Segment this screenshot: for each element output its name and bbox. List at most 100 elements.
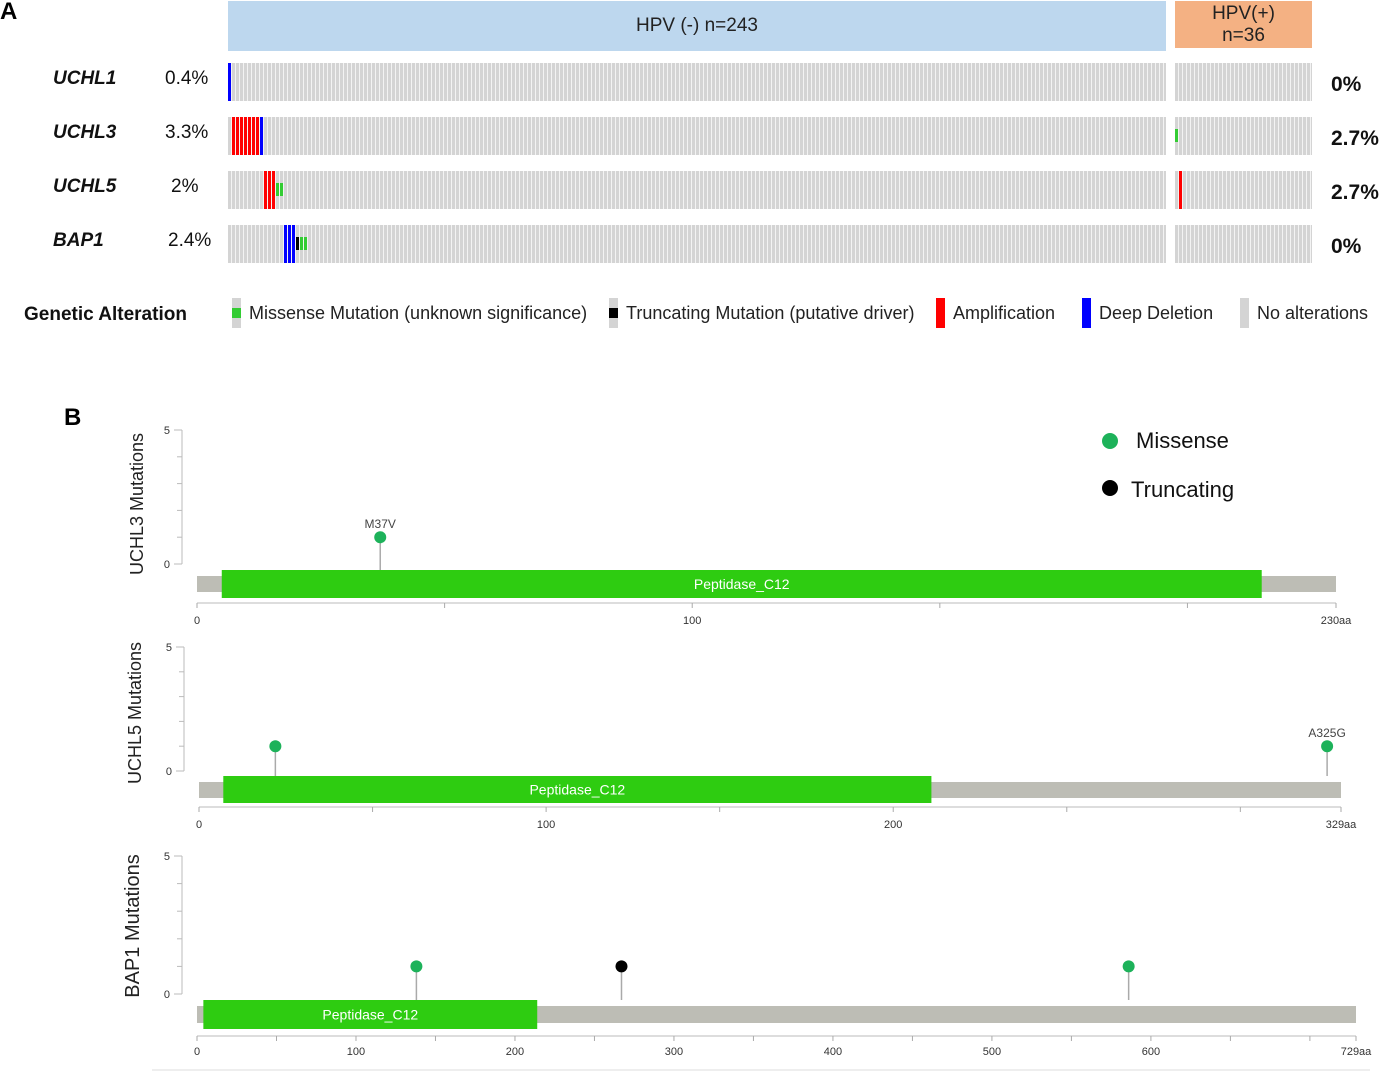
plot-3-mutation-truncating: [615, 960, 628, 973]
mutation-legend-label-missense: Missense: [1136, 428, 1229, 453]
track-negative-uchl1: [228, 63, 1166, 101]
legend-item-missense: Missense Mutation (unknown significance): [232, 296, 587, 330]
plot-3-x-tick-label: 400: [824, 1046, 842, 1058]
plot-1-x-tick-label: 100: [683, 615, 701, 627]
gene-label-uchl1: UCHL1: [53, 68, 117, 89]
plot-3-domain-peptidase-c12: [203, 1000, 538, 1029]
alteration-amplification-uchl3-neg: [248, 117, 251, 155]
plot-1-ylabel: UCHL3 Mutations: [127, 433, 147, 575]
pct-negative-uchl1: 0.4%: [165, 68, 209, 89]
lollipop-plots: UCHL3 Mutations 0 5 Peptidase_C12 0 100 230aa M…: [122, 425, 1372, 1071]
plot-3-length-label: 729aa: [1341, 1046, 1372, 1058]
plot-3-mutation-missense: [1122, 960, 1135, 973]
pct-negative-uchl5: 2%: [171, 176, 199, 197]
gene-label-uchl5: UCHL5: [53, 176, 117, 197]
plot-3-ylabel: BAP1 Mutations: [122, 854, 144, 997]
alteration-amplification-uchl3-neg: [236, 117, 239, 155]
plot-1-mutation-label: M37V: [365, 517, 396, 531]
track-negative-uchl5: [228, 171, 1166, 209]
track-positive-uchl1: [1175, 63, 1312, 101]
legend-item-none: No alterations: [1240, 296, 1368, 330]
plot-3-x-tick-label: 0: [194, 1046, 200, 1058]
legend-label: Amplification: [953, 302, 1056, 323]
alteration-amplification-uchl3-neg: [256, 117, 259, 155]
plot-1-x-tick-label: 0: [194, 615, 200, 627]
plot-2-domain-peptidase-c12: [223, 776, 932, 803]
plot-1-domain-label: Peptidase_C12: [694, 576, 790, 592]
alteration-legend: Genetic Alteration Missense Mutation (un…: [24, 296, 1374, 332]
plot-1-y-tick-label: 0: [164, 559, 170, 571]
alteration-amplification-uchl3-neg: [252, 117, 255, 155]
legend-title: Genetic Alteration: [24, 304, 187, 325]
pct-positive-uchl3: 2.7%: [1331, 127, 1379, 150]
alteration-missense-uchl5-neg: [280, 183, 283, 196]
plot-3-x-tick-label: 200: [506, 1046, 524, 1058]
alteration-deep_deletion-bap1-neg: [288, 225, 291, 263]
alteration-amplification-uchl3-neg: [244, 117, 247, 155]
alteration-missense-uchl5-neg: [276, 183, 279, 196]
legend-label: Missense Mutation (unknown significance): [249, 302, 588, 323]
panel-b-label: B: [64, 404, 82, 431]
plot-2-x-tick-label: 200: [884, 819, 902, 831]
alteration-deep_deletion-bap1-neg: [292, 225, 295, 263]
plot-2-x-tick-label: 0: [196, 819, 202, 831]
mutation-legend-dot-missense: [1102, 433, 1118, 449]
legend-item-truncating: Truncating Mutation (putative driver): [609, 296, 914, 330]
plot-3-y-tick-label: 0: [164, 989, 170, 1001]
pct-negative-bap1: 2.4%: [168, 230, 212, 251]
plot-2-mutation-missense: [269, 740, 282, 753]
alteration-missense-bap1-neg: [304, 237, 307, 250]
plot-2-y-tick-label: 5: [166, 642, 172, 654]
plot-2-x-tick-label: 100: [537, 819, 555, 831]
legend-item-amplification: Amplification: [936, 296, 1055, 330]
track-positive-uchl3: [1175, 117, 1312, 155]
alteration-deep_deletion-uchl1-neg: [228, 63, 231, 101]
plot-1-length-label: 230aa: [1321, 615, 1352, 627]
track-positive-bap1: [1175, 225, 1312, 263]
plot-2-y-tick-label: 0: [166, 766, 172, 778]
alteration-amplification-uchl3-neg: [240, 117, 243, 155]
alteration-missense-bap1-neg: [300, 237, 303, 250]
mutation-legend-label-truncating: Truncating: [1131, 477, 1234, 502]
track-negative-uchl3: [228, 117, 1166, 155]
pct-positive-bap1: 0%: [1331, 235, 1362, 258]
alteration-amplification-uchl3-neg: [232, 117, 235, 155]
gene-label-uchl3: UCHL3: [53, 122, 117, 143]
legend-label: Deep Deletion: [1099, 302, 1214, 323]
alteration-amplification-uchl5-neg: [272, 171, 275, 209]
pct-negative-uchl3: 3.3%: [165, 122, 209, 143]
plot-3-x-tick-label: 500: [983, 1046, 1001, 1058]
legend-item-deep-deletion: Deep Deletion: [1082, 296, 1213, 330]
plot-1-y-tick-label: 5: [164, 425, 170, 437]
legend-swatch-none: [1240, 298, 1249, 328]
alteration-missense-uchl3-pos: [1175, 129, 1178, 142]
legend-swatch-missense: [232, 298, 241, 328]
pct-positive-uchl5: 2.7%: [1331, 181, 1379, 204]
plot-3-domain-label: Peptidase_C12: [322, 1007, 418, 1023]
group-header-hpv-negative: HPV (-) n=243: [228, 1, 1166, 51]
track-negative-bap1: [228, 225, 1166, 263]
plot-3-x-tick-label: 300: [665, 1046, 683, 1058]
pct-positive-uchl1: 0%: [1331, 73, 1362, 96]
track-positive-uchl5: [1175, 171, 1312, 209]
plot-2-ylabel: UCHL5 Mutations: [125, 642, 145, 784]
panel-a-label: A: [0, 0, 18, 25]
alteration-amplification-uchl5-pos: [1179, 171, 1182, 209]
legend-swatch-deep-deletion: [1082, 298, 1091, 328]
legend-label: No alterations: [1257, 302, 1369, 323]
plot-1-mutation-missense: [374, 531, 387, 544]
alteration-truncating-bap1-neg: [296, 237, 299, 250]
legend-label: Truncating Mutation (putative driver): [626, 302, 915, 323]
mutation-legend-dot-truncating: [1102, 480, 1118, 496]
plot-3-x-tick-label: 100: [347, 1046, 365, 1058]
plot-1-domain-peptidase-c12: [221, 570, 1262, 598]
legend-swatch-truncating: [609, 298, 618, 328]
plot-3-mutation-missense: [410, 960, 423, 973]
group-header-hpv-positive: HPV(+) n=36: [1175, 1, 1312, 48]
gene-label-bap1: BAP1: [53, 230, 104, 251]
plot-3-x-tick-label: 600: [1142, 1046, 1160, 1058]
plot-2-length-label: 329aa: [1326, 819, 1357, 831]
alteration-amplification-uchl5-neg: [268, 171, 271, 209]
plot-2-mutation-missense: [1321, 740, 1334, 753]
plot-2-mutation-label: A325G: [1308, 726, 1345, 740]
